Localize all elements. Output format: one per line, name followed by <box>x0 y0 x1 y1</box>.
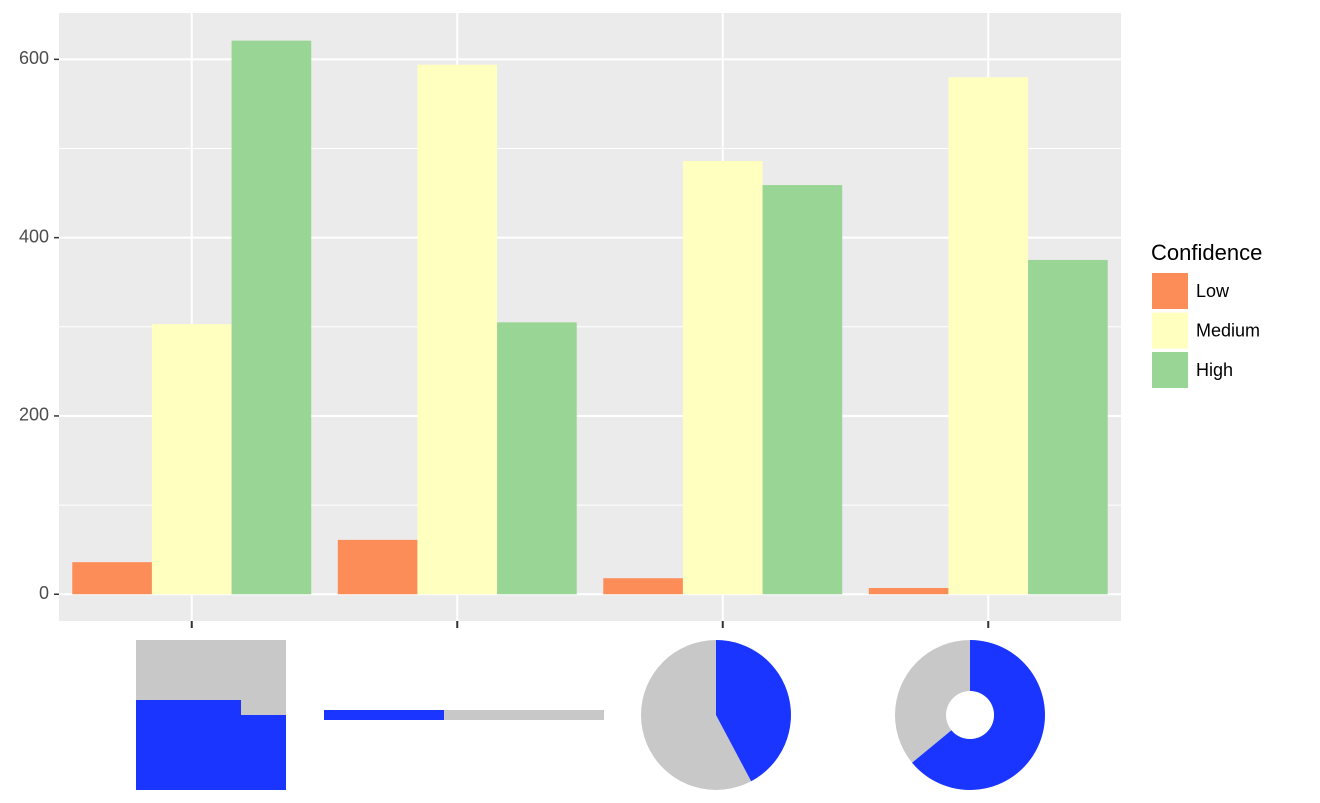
bar <box>1028 259 1108 595</box>
bar <box>151 324 232 595</box>
icon-pie <box>641 640 791 790</box>
y-tick-label: 400 <box>19 226 49 246</box>
y-tick-label: 600 <box>19 48 49 68</box>
icon-donut <box>895 640 1045 790</box>
bar <box>948 77 1029 595</box>
bar <box>868 588 949 595</box>
legend: Confidence Low Medium High <box>1151 240 1262 388</box>
bar <box>337 539 418 595</box>
legend-label: Medium <box>1196 320 1260 340</box>
legend-key <box>1152 273 1188 309</box>
bar <box>603 578 683 595</box>
axes: 0 200 400 600 <box>19 48 990 628</box>
legend-key <box>1152 352 1188 388</box>
icon-square <box>136 640 286 790</box>
bar <box>497 322 577 595</box>
bar <box>231 40 312 595</box>
bar <box>417 64 498 595</box>
bar <box>682 160 763 595</box>
icon-bar <box>324 710 604 720</box>
legend-key <box>1152 312 1188 349</box>
legend-title: Confidence <box>1151 240 1262 265</box>
y-tick-label: 0 <box>39 583 49 603</box>
legend-label: High <box>1196 360 1233 380</box>
bars <box>72 40 1108 595</box>
legend-label: Low <box>1196 281 1230 301</box>
bar <box>72 562 152 595</box>
y-tick-label: 200 <box>19 405 49 425</box>
bar <box>762 185 843 595</box>
